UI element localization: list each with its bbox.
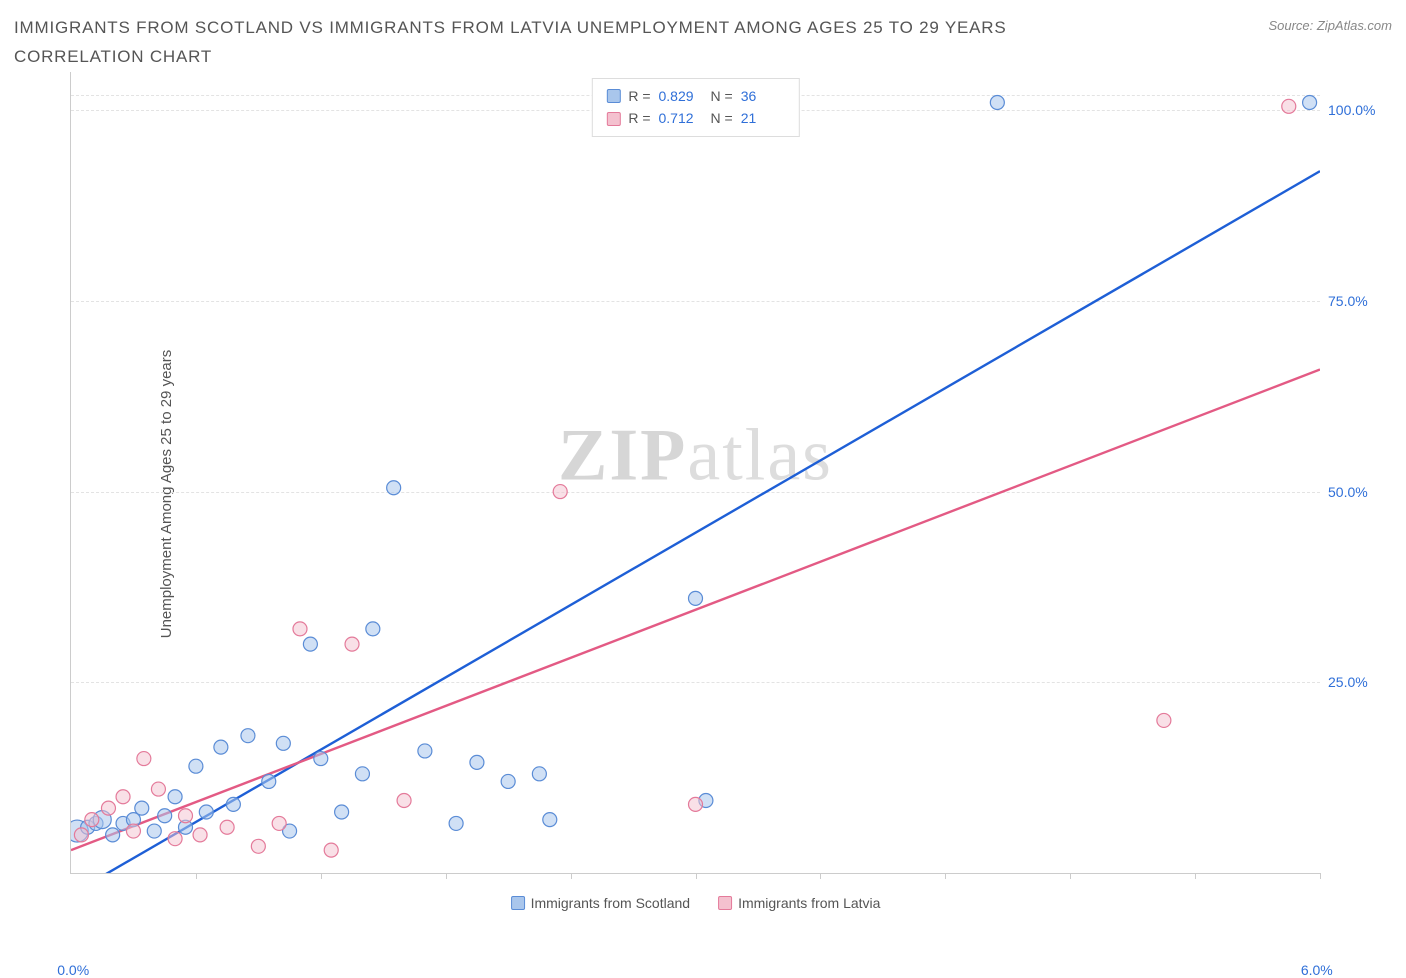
data-point-latvia [689, 797, 703, 811]
x-tick [571, 873, 572, 879]
legend-label: Immigrants from Scotland [531, 895, 691, 911]
data-point-scotland [689, 591, 703, 605]
swatch-latvia [606, 112, 620, 126]
x-tick [321, 873, 322, 879]
data-point-scotland [303, 637, 317, 651]
correlation-chart: Unemployment Among Ages 25 to 29 years Z… [14, 72, 1392, 916]
legend-label: Immigrants from Latvia [738, 895, 880, 911]
x-tick [1195, 873, 1196, 879]
data-point-scotland [501, 774, 515, 788]
data-point-latvia [168, 832, 182, 846]
stats-row-latvia: R = 0.712 N = 21 [606, 107, 784, 129]
data-point-scotland [1303, 96, 1317, 110]
data-point-latvia [324, 843, 338, 857]
data-point-scotland [189, 759, 203, 773]
data-point-latvia [251, 839, 265, 853]
x-tick [446, 873, 447, 879]
data-point-scotland [470, 755, 484, 769]
data-point-scotland [106, 828, 120, 842]
x-axis-end-label: 6.0% [1301, 962, 1333, 978]
legend-item-latvia: Immigrants from Latvia [718, 895, 880, 911]
source-attribution: Source: ZipAtlas.com [1268, 14, 1392, 33]
x-tick [696, 873, 697, 879]
data-point-latvia [220, 820, 234, 834]
data-point-scotland [449, 816, 463, 830]
bottom-legend: Immigrants from Scotland Immigrants from… [511, 895, 881, 911]
data-point-latvia [74, 828, 88, 842]
data-point-latvia [345, 637, 359, 651]
data-point-latvia [1157, 713, 1171, 727]
data-point-scotland [335, 805, 349, 819]
x-tick [1070, 873, 1071, 879]
legend-item-scotland: Immigrants from Scotland [511, 895, 691, 911]
data-point-scotland [135, 801, 149, 815]
scatter-plot-svg [71, 72, 1320, 873]
stats-legend-box: R = 0.829 N = 36 R = 0.712 N = 21 [591, 78, 799, 137]
data-point-latvia [126, 824, 140, 838]
data-point-latvia [101, 801, 115, 815]
data-point-scotland [990, 96, 1004, 110]
x-tick [820, 873, 821, 879]
data-point-latvia [397, 794, 411, 808]
x-tick [945, 873, 946, 879]
data-point-scotland [199, 805, 213, 819]
data-point-scotland [543, 813, 557, 827]
stats-row-scotland: R = 0.829 N = 36 [606, 85, 784, 107]
x-tick [1320, 873, 1321, 879]
trend-line-scotland [81, 171, 1320, 873]
x-axis-start-label: 0.0% [57, 962, 89, 978]
data-point-scotland [226, 797, 240, 811]
data-point-latvia [293, 622, 307, 636]
chart-title: IMMIGRANTS FROM SCOTLAND VS IMMIGRANTS F… [14, 14, 1114, 72]
data-point-latvia [116, 790, 130, 804]
data-point-latvia [151, 782, 165, 796]
data-point-scotland [276, 736, 290, 750]
swatch-latvia [718, 896, 732, 910]
data-point-scotland [214, 740, 228, 754]
data-point-scotland [262, 774, 276, 788]
y-tick-label: 50.0% [1328, 484, 1384, 500]
data-point-scotland [241, 729, 255, 743]
data-point-scotland [387, 481, 401, 495]
data-point-latvia [1282, 99, 1296, 113]
swatch-scotland [511, 896, 525, 910]
y-tick-label: 100.0% [1328, 102, 1384, 118]
data-point-scotland [366, 622, 380, 636]
data-point-scotland [355, 767, 369, 781]
data-point-scotland [418, 744, 432, 758]
data-point-latvia [193, 828, 207, 842]
x-tick [196, 873, 197, 879]
data-point-latvia [272, 816, 286, 830]
data-point-latvia [137, 752, 151, 766]
data-point-scotland [168, 790, 182, 804]
data-point-latvia [178, 809, 192, 823]
plot-area: ZIPatlas R = 0.829 N = 36 R = 0.712 N = … [70, 72, 1320, 874]
trend-line-latvia [71, 370, 1320, 851]
data-point-latvia [85, 813, 99, 827]
y-tick-label: 25.0% [1328, 674, 1384, 690]
data-point-scotland [158, 809, 172, 823]
data-point-scotland [147, 824, 161, 838]
data-point-scotland [314, 752, 328, 766]
data-point-scotland [532, 767, 546, 781]
data-point-latvia [553, 485, 567, 499]
y-tick-label: 75.0% [1328, 293, 1384, 309]
swatch-scotland [606, 89, 620, 103]
